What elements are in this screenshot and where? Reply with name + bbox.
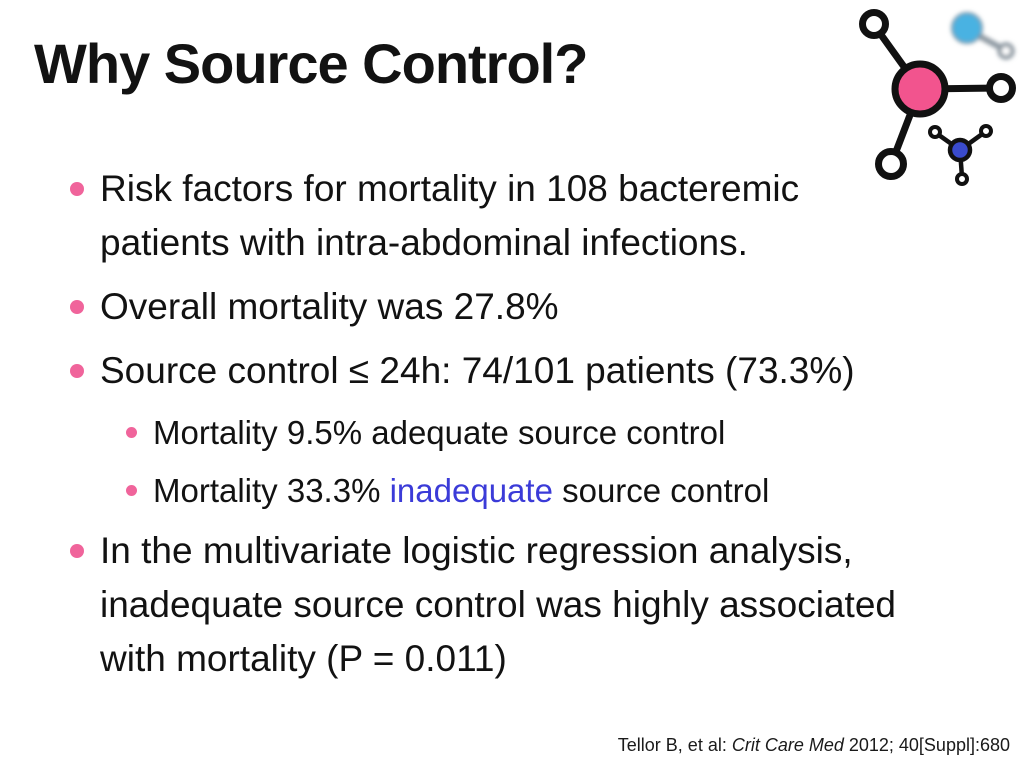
- bullet-item-overall-mortality: Overall mortality was 27.8%: [58, 280, 988, 334]
- bullet-line: Mortality 9.5% adequate source control: [153, 414, 726, 451]
- sub-bullet-item-mortality-inadequate: Mortality 33.3% inadequate source contro…: [126, 466, 988, 516]
- pink-molecule-icon: [859, 9, 1016, 180]
- bullet-text: Source control ≤ 24h: 74/101 patients (7…: [100, 344, 988, 398]
- bullet-text: Mortality 33.3% inadequate source contro…: [153, 466, 988, 516]
- bullet-text: Risk factors for mortality in 108 bacter…: [100, 162, 988, 270]
- bullet-dot-icon: [70, 364, 84, 378]
- bullet-dot-icon: [126, 427, 137, 438]
- molecule-network-icon: [859, 9, 1016, 186]
- citation: Tellor B, et al: Crit Care Med 2012; 40[…: [618, 735, 1010, 756]
- bullet-segment-highlighted: inadequate: [389, 472, 553, 509]
- bullet-item-risk-factors: Risk factors for mortality in 108 bacter…: [58, 162, 988, 270]
- bullet-item-source-control-24h: Source control ≤ 24h: 74/101 patients (7…: [58, 344, 988, 398]
- bullet-dot-icon: [70, 182, 84, 196]
- blurred-cyan-atom-icon: [951, 12, 1015, 60]
- bullet-line: Risk factors for mortality in 108 bacter…: [100, 168, 800, 209]
- bullet-line: with mortality (P = 0.011): [100, 638, 507, 679]
- bullet-line: Mortality 33.3% inadequate source contro…: [153, 466, 988, 516]
- bullet-segment: Mortality 33.3%: [153, 472, 390, 509]
- bullet-line: In the multivariate logistic regression …: [100, 530, 853, 571]
- bullet-segment: source control: [552, 472, 770, 509]
- sub-bullet-item-mortality-adequate: Mortality 9.5% adequate source control: [126, 408, 988, 458]
- citation-journal: Crit Care Med: [731, 735, 844, 755]
- citation-suffix: 2012; 40[Suppl]:680: [843, 735, 1010, 755]
- bullet-text: In the multivariate logistic regression …: [100, 524, 988, 686]
- bullet-list: Risk factors for mortality in 108 bacter…: [58, 162, 988, 696]
- bullet-dot-icon: [70, 300, 84, 314]
- bullet-line: patients with intra-abdominal infections…: [100, 222, 748, 263]
- bullet-text: Overall mortality was 27.8%: [100, 280, 988, 334]
- bullet-dot-icon: [70, 544, 84, 558]
- bullet-line: inadequate source control was highly ass…: [100, 584, 896, 625]
- slide-title: Why Source Control?: [34, 32, 588, 95]
- blue-molecule-icon: [928, 124, 993, 186]
- bullet-line: Overall mortality was 27.8%: [100, 286, 559, 327]
- bullet-item-multivariate-analysis: In the multivariate logistic regression …: [58, 524, 988, 686]
- bullet-text: Mortality 9.5% adequate source control: [153, 408, 988, 458]
- citation-prefix: Tellor B, et al:: [617, 735, 732, 755]
- bullet-dot-icon: [126, 485, 137, 496]
- bullet-line: Source control ≤ 24h: 74/101 patients (7…: [100, 350, 855, 391]
